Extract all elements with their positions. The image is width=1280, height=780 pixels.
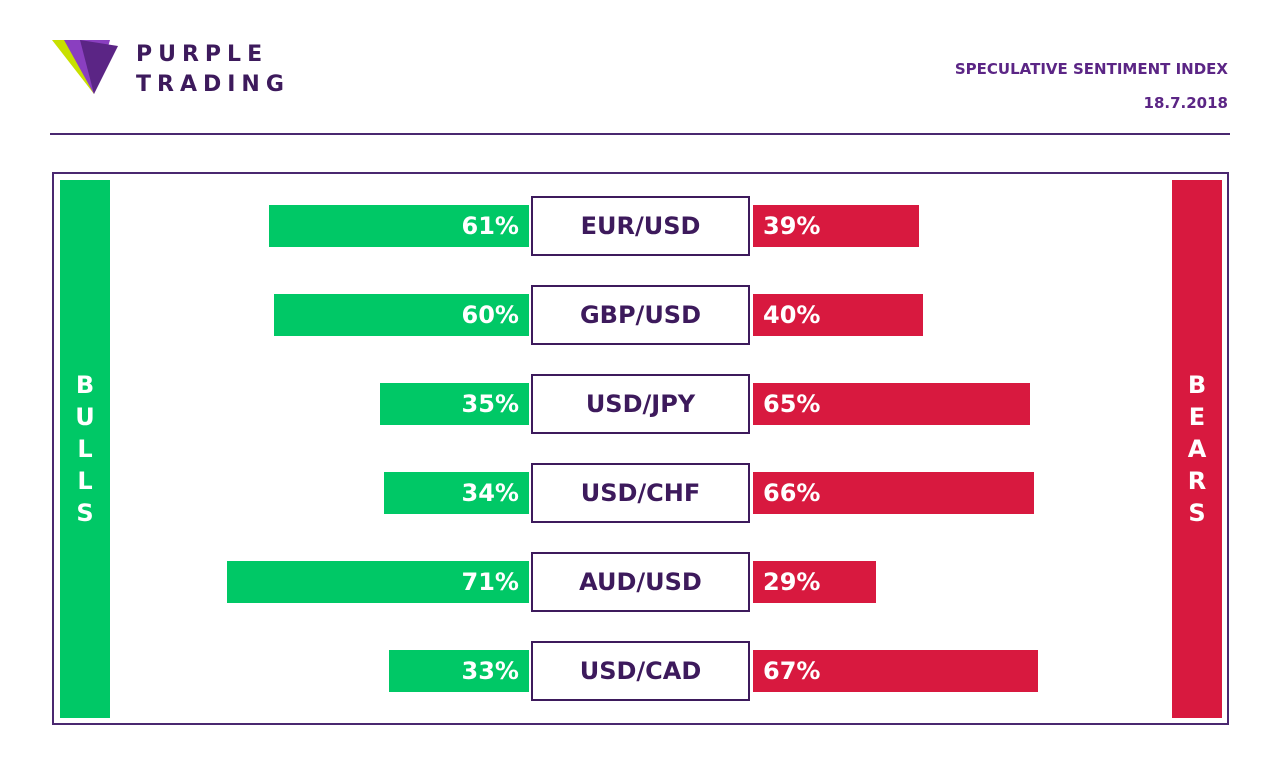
bear-value-label: 67% xyxy=(763,657,821,685)
bear-bar: 67% xyxy=(753,650,1039,692)
bull-value-label: 35% xyxy=(461,390,519,418)
bull-value-label: 60% xyxy=(461,301,519,329)
bull-bar: 60% xyxy=(273,294,529,336)
sentiment-chart xyxy=(52,172,1229,725)
bear-bar: 66% xyxy=(753,472,1034,514)
bears-label-letter: S xyxy=(1188,499,1206,527)
bulls-label-letter: U xyxy=(75,403,95,431)
currency-pair-label: USD/CAD xyxy=(531,641,750,701)
bulls-label-letter: L xyxy=(77,435,93,463)
bulls-label-letter: L xyxy=(77,467,93,495)
report-date: 18.7.2018 xyxy=(1143,94,1228,112)
currency-pair-label: AUD/USD xyxy=(531,552,750,612)
bull-bar: 33% xyxy=(388,650,529,692)
purple-trading-logo xyxy=(52,40,118,94)
bull-bar: 61% xyxy=(269,205,529,247)
currency-pair-label: USD/JPY xyxy=(531,374,750,434)
bear-bar: 65% xyxy=(753,383,1030,425)
currency-pair-label: USD/CHF xyxy=(531,463,750,523)
page-title: SPECULATIVE SENTIMENT INDEX xyxy=(954,60,1228,78)
bears-label-letter: B xyxy=(1187,371,1207,399)
bulls-label-letter: B xyxy=(75,371,95,399)
brand-name-line-1: PURPLE xyxy=(136,42,269,67)
bulls-label-letter: S xyxy=(76,499,94,527)
bears-label-letter: A xyxy=(1187,435,1207,463)
bear-bar: 40% xyxy=(753,294,924,336)
bear-value-label: 29% xyxy=(763,568,821,596)
bears-label-letter: E xyxy=(1188,403,1206,431)
bear-value-label: 65% xyxy=(763,390,821,418)
bull-value-label: 61% xyxy=(461,212,519,240)
bull-value-label: 71% xyxy=(461,568,519,596)
bear-bar: 29% xyxy=(753,561,877,603)
currency-pair-label: GBP/USD xyxy=(531,285,750,345)
bear-value-label: 66% xyxy=(763,479,821,507)
bull-bar: 35% xyxy=(380,383,529,425)
bear-value-label: 40% xyxy=(763,301,821,329)
bull-bar: 71% xyxy=(226,561,529,603)
bears-label-letter: R xyxy=(1187,467,1207,495)
bull-bar: 34% xyxy=(384,472,529,514)
header-divider xyxy=(50,133,1230,135)
brand-name-line-2: TRADING xyxy=(136,72,290,97)
bear-bar: 39% xyxy=(753,205,920,247)
bull-value-label: 34% xyxy=(461,479,519,507)
bear-value-label: 39% xyxy=(763,212,821,240)
currency-pair-label: EUR/USD xyxy=(531,196,750,256)
bull-value-label: 33% xyxy=(461,657,519,685)
